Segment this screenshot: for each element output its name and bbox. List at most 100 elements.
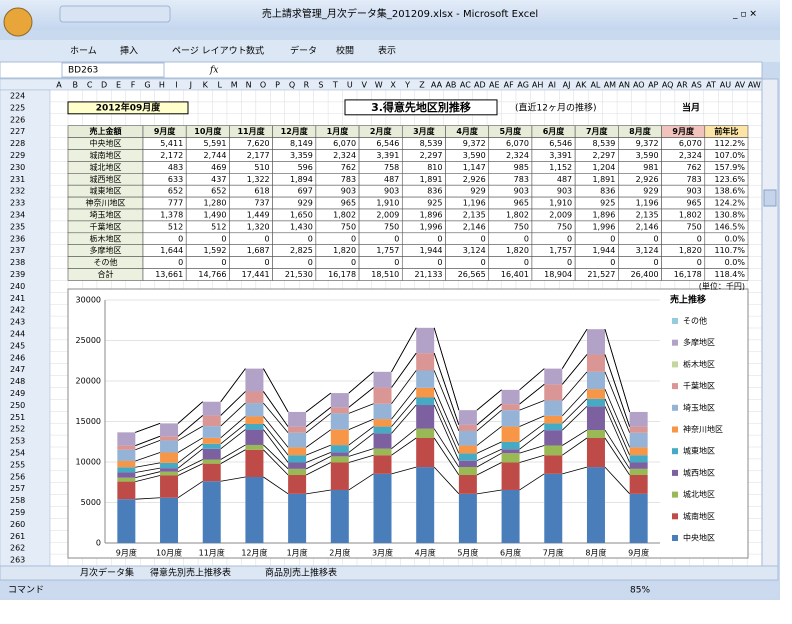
table-cell-text: 1,820 [333,246,356,255]
ribbon-tab[interactable]: データ [290,45,317,57]
table-cell-text: 697 [298,187,313,196]
bar-segment [245,449,264,477]
table-header: 10月度 [194,126,222,136]
table-cell-text: 0 [221,234,226,243]
bar-segment [202,448,221,460]
table-header: 4月度 [456,126,479,136]
ribbon-tab[interactable]: 挿入 [120,45,138,57]
sheet-tab[interactable]: 月次データ集 [80,567,134,579]
table-cell-text: 112.2% [714,139,745,148]
bar-segment [288,432,307,448]
bar-segment [117,477,136,482]
bar-segment [373,455,392,474]
table-cell-text: 1,896 [420,210,443,219]
ribbon-tab[interactable]: 表示 [378,45,396,57]
date-box [67,101,189,115]
bar-segment [586,354,605,372]
bar-segment [458,453,477,461]
x-tick-label: 4月度 [415,548,436,558]
row-header-bar [0,89,51,567]
bar-segment [458,460,477,468]
x-tick-label: 2月度 [329,548,350,558]
ribbon [0,40,780,62]
table-cell-text: 3,391 [376,151,399,160]
bar-segment [202,459,221,464]
column-header: L [217,81,222,90]
bar-segment [544,473,563,543]
legend-title: 売上推移 [670,294,706,306]
column-header: C [87,81,93,90]
row-header: 258 [10,496,25,505]
table-cell-text: 596 [298,163,313,172]
table-cell-text: 124.2% [714,199,745,208]
table-header: 6月度 [543,126,566,136]
legend-swatch [672,448,678,455]
scroll-thumb[interactable] [763,189,777,207]
bar-segment [117,467,136,473]
row-header: 254 [10,448,25,457]
legend-label: 中央地区 [683,533,715,543]
ribbon-tab[interactable]: 数式 [246,45,264,57]
status-bar [0,582,778,598]
row-header: 260 [10,520,25,529]
series-line [135,327,631,433]
table-cell-text: 2,744 [204,151,227,160]
row-header: 234 [10,210,25,219]
bar-segment [117,472,136,478]
column-header: V [361,81,367,90]
table-cell-text: 1,687 [247,246,270,255]
quick-access-toolbar[interactable] [59,5,171,23]
bar-segment [288,426,307,433]
bar-segment [202,401,221,416]
table-cell-text: 1,152 [549,163,572,172]
bar-segment [245,444,264,450]
sheet-tab[interactable]: 商品別売上推移表 [265,567,337,579]
row-header: 243 [10,318,25,327]
table-cell-text: 929 [470,187,485,196]
bar-segment [245,423,264,430]
bar-segment [458,475,477,494]
x-tick-label: 12月度 [241,548,267,558]
table-cell-text: 8,149 [290,139,313,148]
bar-segment [330,452,349,457]
vertical-scrollbar[interactable] [761,78,779,567]
table-cell-text: その他 [94,257,118,267]
minimize[interactable]: _ ▫ ✕ [732,10,757,20]
bar-segment [330,489,349,543]
bar-segment [586,398,605,407]
ribbon-tab[interactable]: ページ レイアウト [172,46,247,57]
ribbon-tab[interactable]: ホーム [70,46,97,57]
ribbon-tab[interactable]: 校閲 [336,45,354,57]
legend-swatch [672,318,678,324]
table-cell-text: 0 [221,258,226,267]
table-cell-text: 2,172 [160,151,183,160]
bar-segment [330,393,349,408]
table-cell-text: 7,620 [247,139,270,148]
row-header: 248 [10,377,25,386]
row-header: 228 [10,139,25,148]
table-cell-text: 1,910 [376,199,399,208]
table-cell-text: 城南地区 [90,150,122,160]
table-cell-text: 1,147 [463,163,486,172]
office-button[interactable] [3,7,33,37]
table-cell-text: 0 [265,234,270,243]
row-header: 242 [10,306,25,315]
table-cell-text: 3,359 [290,151,313,160]
column-header: A [56,81,62,90]
legend-label: 城南地区 [683,511,715,521]
column-header: I [175,81,177,90]
bar-segment [330,413,349,430]
table-cell-text: 762 [341,163,356,172]
name-box[interactable] [61,62,165,78]
bar-segment [544,415,563,424]
bar-segment [160,436,179,441]
series-line [135,428,630,479]
table-cell-text: 965 [514,199,529,208]
table-header: 売上金額 [90,126,122,136]
column-header: N [246,81,252,90]
x-tick-label: 3月度 [372,548,393,558]
column-header: AR [677,81,688,90]
bar-segment [501,462,520,490]
sheet-tab[interactable]: 得意先別売上推移表 [150,567,231,579]
